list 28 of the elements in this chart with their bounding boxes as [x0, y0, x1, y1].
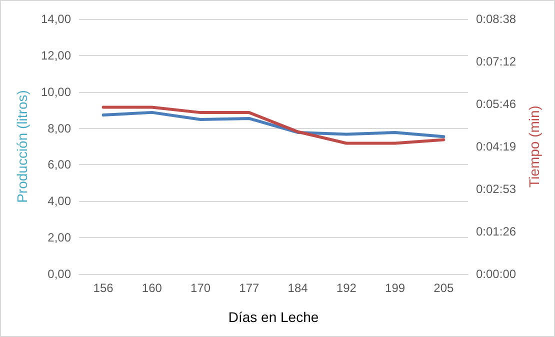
y-tick-label: 10,00 [40, 84, 72, 99]
y2-tick-label: 0:07:12 [476, 54, 516, 68]
y-axis-title: Producción (litros) [14, 90, 30, 203]
x-axis-title: Días en Leche [228, 309, 319, 325]
y2-tick-label: 0:05:46 [476, 97, 516, 111]
x-tick-label: 160 [142, 281, 162, 295]
x-tick-label: 156 [93, 281, 114, 295]
y-tick-label: 8,00 [48, 121, 72, 136]
y-tick-label: 0,00 [48, 267, 72, 281]
x-tick-label: 205 [434, 281, 454, 295]
y-tick-label: 12,00 [40, 48, 72, 62]
y2-tick-label: 0:04:19 [476, 140, 516, 154]
y2-tick-label: 0:08:38 [476, 12, 516, 26]
x-tick-label: 199 [385, 281, 406, 295]
x-tick-label: 170 [190, 281, 211, 295]
y-tick-label: 4,00 [48, 194, 72, 208]
y2-tick-label: 0:00:00 [476, 267, 516, 281]
y-tick-label: 2,00 [48, 230, 72, 245]
y-tick-label: 14,00 [40, 12, 72, 26]
y-tick-label: 6,00 [48, 158, 72, 172]
line-series [102, 106, 446, 145]
y2-tick-label: 0:02:53 [476, 182, 516, 196]
line-series [102, 110, 446, 138]
y2-tick-label: 0:01:26 [476, 224, 516, 238]
y2-axis-title: Tiempo (min) [526, 106, 542, 188]
x-tick-label: 192 [336, 281, 357, 295]
x-tick-label: 184 [288, 281, 308, 295]
x-tick-label: 177 [239, 281, 260, 295]
